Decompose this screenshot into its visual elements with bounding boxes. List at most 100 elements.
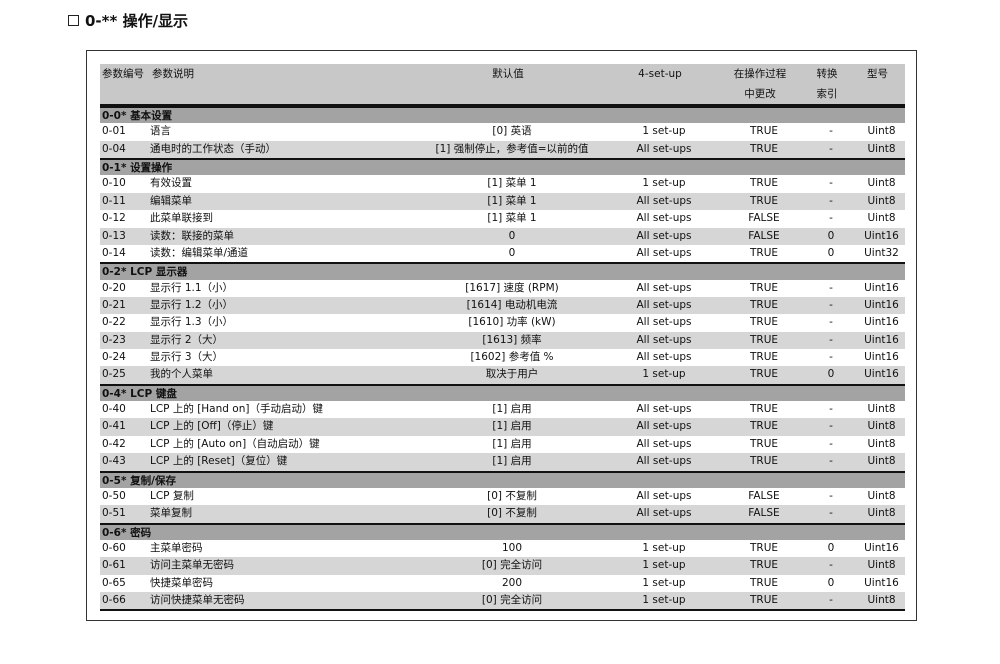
section-title: 0-** 操作/显示: [68, 10, 188, 31]
param-change: TRUE: [749, 246, 779, 259]
param-desc: 显示行 1.2（小）: [150, 298, 234, 311]
param-change: TRUE: [749, 368, 779, 381]
param-default: [0] 完全访问: [481, 594, 543, 607]
param-type: Uint8: [867, 507, 896, 520]
param-desc: LCP 上的 [Off]（停止）键: [150, 420, 274, 433]
param-conversion: -: [829, 316, 833, 329]
table-row: 0-04 通电时的工作状态（手动） [1] 强制停止，参考值=以前的值 All set…: [100, 140, 905, 159]
param-code: 0-24: [102, 351, 126, 364]
param-code: 0-60: [102, 541, 126, 554]
param-setup: 1 set-up: [642, 559, 686, 572]
header-setup: 4-set-up: [638, 68, 682, 80]
param-desc: LCP 上的 [Hand on]（手动启动）键: [150, 403, 323, 416]
param-desc: 快捷菜单密码: [150, 576, 213, 589]
param-setup: All set-ups: [636, 333, 692, 346]
param-setup: 1 set-up: [642, 368, 686, 381]
section-title-text: 0-** 操作/显示: [85, 12, 189, 30]
param-conversion: -: [829, 333, 833, 346]
param-default: 0: [508, 229, 516, 242]
table-row: 0-22 显示行 1.3（小） [1610] 功率 (kW) All set-ups T…: [100, 314, 905, 332]
param-default: [1] 启用: [492, 420, 532, 433]
table-row: 0-42 LCP 上的 [Auto on]（自动启动）键 [1] 启用 All set…: [100, 435, 905, 454]
checkbox-icon: [68, 15, 79, 26]
param-desc: 读数：联接的菜单: [150, 229, 234, 242]
table-row: 0-21 显示行 1.2（小） [1614] 电动机电流 All set-ups TRU…: [100, 296, 905, 315]
param-change: TRUE: [749, 559, 779, 572]
table-row: 0-40 LCP 上的 [Hand on]（手动启动）键 [1] 启用 All set…: [100, 401, 905, 419]
param-type: Uint32: [864, 246, 899, 259]
table-row: 0-66 访问快捷菜单无密码 [0] 完全访问 1 set-up TRUE - Uint8: [100, 592, 905, 612]
param-desc: 编辑菜单: [150, 194, 192, 207]
param-setup: All set-ups: [636, 507, 692, 520]
param-conversion: -: [829, 142, 833, 155]
table-row: 0-12 此菜单联接到 [1] 菜单 1 All set-ups FALSE - Uint8: [100, 210, 905, 228]
param-desc: 通电时的工作状态（手动）: [150, 142, 276, 155]
param-change: TRUE: [749, 403, 779, 416]
param-conversion: 0: [827, 229, 835, 242]
param-change: FALSE: [748, 212, 780, 225]
param-conversion: -: [829, 559, 833, 572]
param-desc: 显示行 1.1（小）: [150, 281, 234, 294]
param-conversion: -: [829, 212, 833, 225]
param-conversion: -: [829, 437, 833, 450]
param-setup: 1 set-up: [642, 177, 686, 190]
param-default: 200: [501, 576, 523, 589]
param-setup: 1 set-up: [642, 576, 686, 589]
param-type: Uint16: [864, 298, 899, 311]
param-change: TRUE: [749, 437, 779, 450]
param-code: 0-14: [102, 246, 126, 259]
param-type: Uint8: [867, 212, 896, 225]
param-default: [1614] 电动机电流: [466, 298, 558, 311]
param-conversion: -: [829, 194, 833, 207]
table-row: 0-10 有效设置 [1] 菜单 1 1 set-up TRUE - Uint8: [100, 175, 905, 193]
param-desc: 语言: [150, 125, 171, 138]
param-conversion: -: [829, 125, 833, 138]
param-code: 0-21: [102, 298, 126, 311]
param-desc: 访问主菜单无密码: [150, 559, 234, 572]
param-type: Uint16: [864, 229, 899, 242]
param-desc: 显示行 3（大）: [150, 351, 224, 364]
table-row: 0-14 读数：编辑菜单/通道 0 All set-ups TRUE 0 Uint32: [100, 244, 905, 263]
param-conversion: -: [829, 594, 833, 607]
param-change: TRUE: [749, 316, 779, 329]
param-setup: All set-ups: [636, 281, 692, 294]
table-row: 0-61 访问主菜单无密码 [0] 完全访问 1 set-up TRUE - Uint8: [100, 557, 905, 575]
param-change: TRUE: [749, 298, 779, 311]
param-default: [1] 启用: [492, 437, 532, 450]
group-row: 0-4* LCP 键盘: [100, 383, 905, 402]
param-setup: All set-ups: [636, 229, 692, 242]
param-type: Uint16: [864, 281, 899, 294]
param-conversion: 0: [827, 246, 835, 259]
param-type: Uint8: [867, 437, 896, 450]
param-code: 0-42: [102, 437, 126, 450]
param-setup: All set-ups: [636, 194, 692, 207]
param-setup: All set-ups: [636, 403, 692, 416]
param-desc: 访问快捷菜单无密码: [150, 594, 245, 607]
param-type: Uint8: [867, 194, 896, 207]
param-default: [1610] 功率 (kW): [468, 316, 556, 329]
param-desc: 菜单复制: [150, 507, 192, 520]
table-frame: [86, 50, 917, 621]
param-default: [1613] 频率: [482, 333, 542, 346]
param-setup: 1 set-up: [642, 125, 686, 138]
param-type: Uint16: [864, 368, 899, 381]
param-desc: 读数：编辑菜单/通道: [150, 246, 249, 259]
param-code: 0-61: [102, 559, 126, 572]
param-code: 0-12: [102, 212, 126, 225]
param-code: 0-25: [102, 368, 126, 381]
param-setup: All set-ups: [636, 142, 692, 155]
param-code: 0-04: [102, 142, 126, 155]
param-type: Uint16: [864, 576, 899, 589]
param-change: TRUE: [749, 594, 779, 607]
param-type: Uint8: [867, 142, 896, 155]
param-type: Uint8: [867, 125, 896, 138]
param-code: 0-11: [102, 194, 126, 207]
param-type: Uint8: [867, 420, 896, 433]
param-default: [0] 不复制: [487, 507, 537, 520]
param-conversion: -: [829, 489, 833, 502]
param-type: Uint16: [864, 333, 899, 346]
param-desc: 主菜单密码: [150, 541, 203, 554]
param-default: [1602] 参考值 %: [470, 351, 554, 364]
param-change: TRUE: [749, 420, 779, 433]
param-conversion: -: [829, 281, 833, 294]
